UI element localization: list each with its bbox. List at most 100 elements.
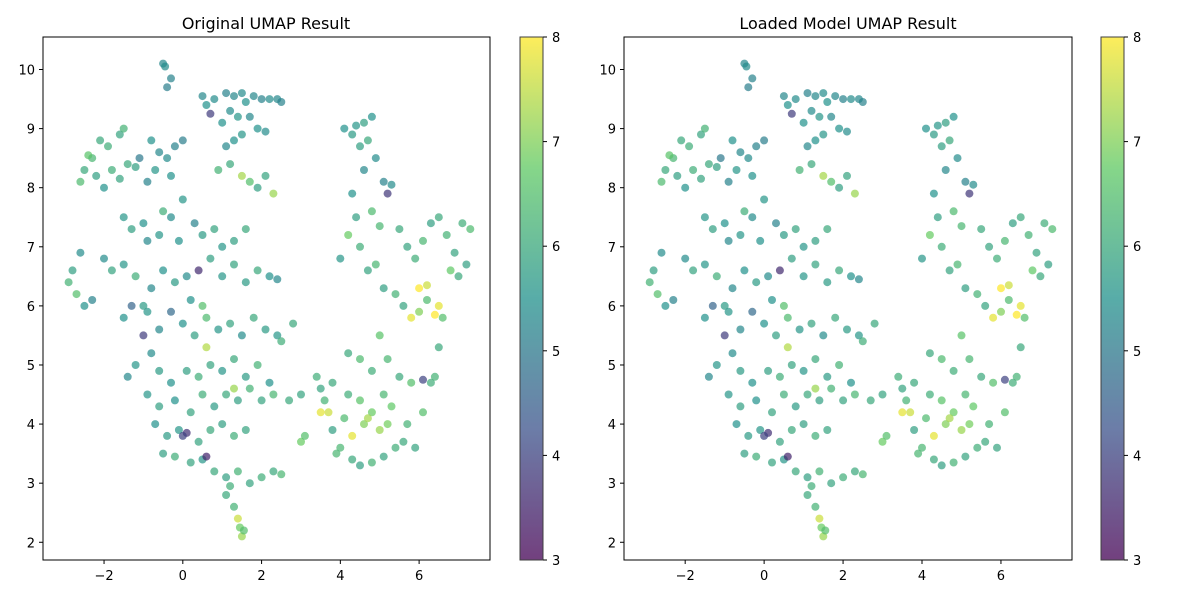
colorbar-tick-label: 3 <box>552 554 560 569</box>
scatter-point <box>466 225 475 234</box>
scatter-point <box>163 83 172 92</box>
scatter-point <box>363 266 372 275</box>
scatter-point <box>348 455 357 464</box>
colorbar-tick-label: 6 <box>1133 240 1141 255</box>
colorbar-tick-label: 5 <box>552 345 560 360</box>
y-tick-label: 9 <box>27 123 35 138</box>
scatter-point <box>170 396 179 405</box>
scatter-point <box>847 378 855 387</box>
scatter-point <box>399 437 408 446</box>
scatter-point <box>336 443 345 452</box>
scatter-point <box>1032 248 1041 257</box>
scatter-point <box>202 101 211 109</box>
x-tick-label: 4 <box>918 569 926 584</box>
scatter-point <box>835 361 844 369</box>
scatter-point <box>387 402 396 411</box>
scatter-point <box>269 467 278 476</box>
scatter-point <box>257 396 266 405</box>
scatter-point <box>878 437 887 446</box>
scatter-point <box>791 402 800 411</box>
scatter-point <box>170 142 179 151</box>
scatter-point <box>929 189 938 198</box>
scatter-point <box>748 171 757 180</box>
scatter-point <box>772 219 780 228</box>
scatter-point <box>76 177 85 186</box>
y-tick-label: 9 <box>608 123 616 138</box>
scatter-point <box>700 260 709 269</box>
scatter-point <box>344 390 353 399</box>
scatter-point <box>202 452 211 461</box>
scatter-point <box>312 372 321 381</box>
scatter-point <box>823 278 832 287</box>
scatter-point <box>202 313 211 322</box>
scatter-point <box>206 426 215 434</box>
scatter-point <box>210 225 219 234</box>
scatter-point <box>850 189 859 198</box>
scatter-point <box>752 142 761 151</box>
scatter-point <box>961 284 970 293</box>
scatter-point <box>273 331 282 340</box>
scatter-point <box>289 319 298 328</box>
scatter-point <box>218 366 227 375</box>
scatter-point <box>123 372 132 381</box>
scatter-point <box>700 313 709 322</box>
scatter-point <box>858 470 867 479</box>
scatter-point <box>811 236 820 245</box>
scatter-point <box>803 142 812 151</box>
scatter-point <box>214 166 223 174</box>
y-tick-label: 2 <box>608 536 616 551</box>
scatter-point <box>1048 225 1057 234</box>
scatter-point <box>815 514 824 523</box>
scatter-point <box>827 112 836 121</box>
scatter-point <box>277 470 286 479</box>
scatter-point <box>206 361 215 369</box>
scatter-point <box>835 124 844 133</box>
scatter-point <box>839 396 848 405</box>
scatter-point <box>383 189 392 198</box>
scatter-point <box>937 142 946 151</box>
x-tick-label: 2 <box>257 569 265 584</box>
scatter-point <box>925 231 934 239</box>
scatter-point <box>226 482 235 491</box>
scatter-point <box>985 420 994 429</box>
scatter-point <box>922 124 930 133</box>
scatter-point <box>823 372 832 381</box>
scatter-point <box>720 219 729 228</box>
scatter-point <box>206 254 215 263</box>
scatter-point <box>379 452 388 461</box>
scatter-point <box>155 325 164 334</box>
scatter-point <box>1000 408 1009 417</box>
scatter-point <box>740 449 749 458</box>
scatter-point <box>174 426 183 434</box>
y-axis-ticks: 2 3 4 5 6 7 8 9 10 <box>18 64 43 551</box>
scatter-point <box>799 272 808 281</box>
scatter-point <box>981 437 990 446</box>
scatter-point <box>945 266 954 275</box>
scatter-point <box>438 313 447 322</box>
scatter-point <box>700 213 709 222</box>
scatter-point <box>965 355 974 364</box>
scatter-point <box>752 452 761 461</box>
scatter-point <box>411 443 420 452</box>
scatter-point <box>989 313 998 322</box>
scatter-point <box>949 408 958 417</box>
scatter-point <box>843 171 851 180</box>
scatter-point <box>728 349 737 358</box>
scatter-point <box>803 491 812 499</box>
scatter-point <box>742 62 751 71</box>
scatter-point <box>645 278 654 287</box>
plot-frame <box>623 36 1073 561</box>
scatter-point <box>352 213 361 222</box>
scatter-point <box>423 296 431 304</box>
y-tick-label: 3 <box>608 477 616 492</box>
scatter-point <box>277 337 286 346</box>
scatter-point <box>241 225 250 234</box>
scatter-point <box>76 248 85 257</box>
scatter-point <box>815 396 824 405</box>
scatter-point <box>795 325 804 334</box>
scatter-point <box>748 213 757 222</box>
scatter-point <box>230 92 238 101</box>
scatter-point <box>237 331 246 340</box>
scatter-point <box>233 514 242 523</box>
